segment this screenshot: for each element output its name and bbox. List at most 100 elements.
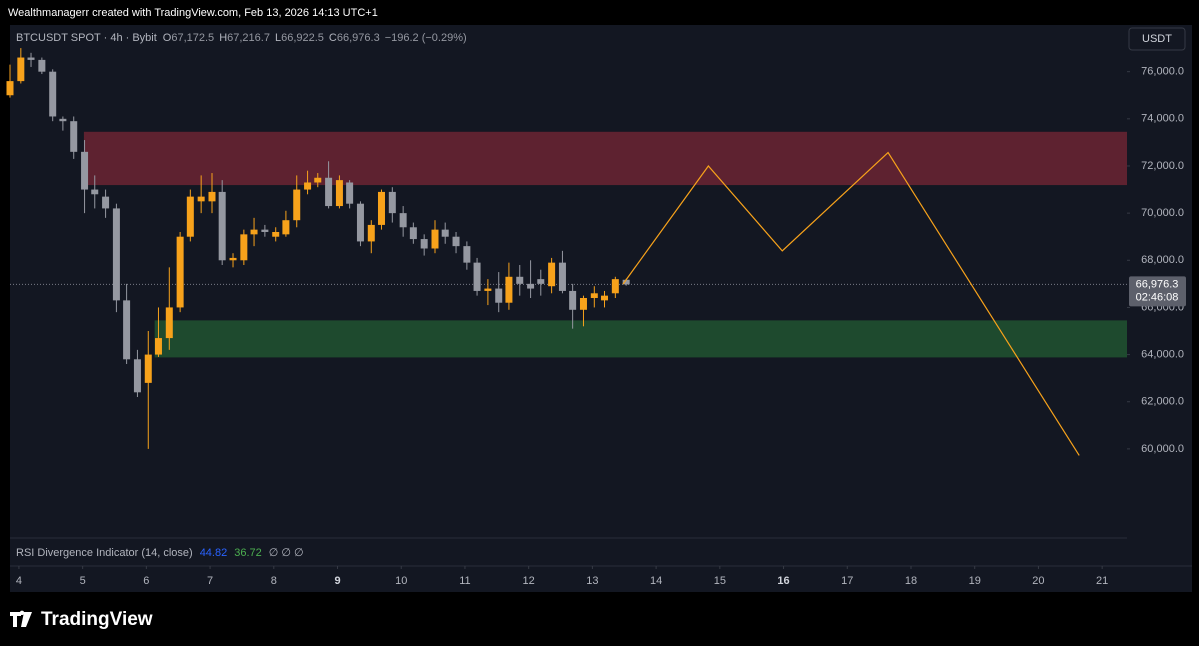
ohlc-key: O [163, 32, 172, 44]
candle-body [579, 298, 587, 310]
x-tick-label: 16 [777, 575, 789, 587]
indicator-legend: RSI Divergence Indicator (14, close) 44.8… [16, 547, 304, 559]
logo-mark [10, 610, 32, 627]
indicator-extras: ∅ ∅ ∅ [269, 547, 304, 559]
candle-body [590, 293, 598, 299]
candle-body [388, 191, 396, 214]
candle-body [197, 196, 205, 202]
candle-body [377, 191, 385, 225]
currency[interactable]: USDT [1142, 33, 1172, 45]
x-tick-label: 14 [650, 575, 662, 587]
x-tick-label: 8 [271, 575, 277, 587]
candle-body [133, 359, 141, 393]
candle-body [527, 283, 535, 289]
y-tick-label: 64,000.0 [1141, 348, 1184, 360]
x-tick-label: 15 [714, 575, 726, 587]
candle-body [6, 81, 14, 96]
indicator-name: RSI Divergence Indicator (14, close) [16, 547, 193, 559]
x-tick-label: 6 [143, 575, 149, 587]
candle-body [611, 279, 619, 294]
candle-body [208, 191, 216, 202]
candle-body [81, 151, 89, 190]
x-tick-label: 19 [969, 575, 981, 587]
currency-button[interactable] [1128, 27, 1186, 51]
candle-body [505, 276, 513, 303]
candle-body [441, 229, 449, 237]
zone [83, 131, 1127, 186]
candle-body [261, 229, 269, 232]
candle-body [59, 118, 67, 122]
candle-body [463, 246, 471, 263]
candle-body [218, 191, 226, 261]
candle-body [282, 220, 290, 235]
candle-body [367, 224, 375, 242]
x-tick-label: 5 [80, 575, 86, 587]
candle-body [431, 229, 439, 249]
candle-body [548, 262, 556, 287]
candle-body [409, 227, 417, 240]
candle-body [91, 189, 99, 195]
y-tick-label: 62,000.0 [1141, 396, 1184, 408]
header: Wealthmanagerr created with TradingView.… [8, 7, 378, 19]
candle-body [250, 229, 258, 235]
ohlc-value: 66,976.3 [337, 32, 380, 44]
ohlc-key: H [219, 32, 227, 44]
candle-body [516, 276, 524, 284]
y-tick-label: 72,000.0 [1141, 160, 1184, 172]
candle-body [346, 182, 354, 204]
candle-body [38, 59, 46, 72]
chart-pane [10, 25, 1192, 592]
candle-body [102, 196, 110, 209]
y-tick-label: 60,000.0 [1141, 443, 1184, 455]
y-tick-label: 76,000.0 [1141, 66, 1184, 78]
candle-body [49, 71, 57, 117]
ohlc-value: 66,922.5 [281, 32, 324, 44]
ohlc-key: C [329, 32, 337, 44]
candle-body [495, 288, 503, 303]
x-tick-label: 20 [1032, 575, 1044, 587]
x-tick-label: 17 [841, 575, 853, 587]
candle-body [186, 196, 194, 237]
y-tick-label: 74,000.0 [1141, 113, 1184, 125]
x-tick-label: 13 [586, 575, 598, 587]
ohlc-value: 67,216.7 [227, 32, 270, 44]
candle-body [272, 231, 280, 237]
x-tick-label: 4 [16, 575, 22, 587]
symbol-legend: BTCUSDT SPOT · 4h · Bybit O67,172.5 H67,21… [16, 32, 467, 44]
indicator-value: 36.72 [234, 547, 262, 559]
candle-body [70, 121, 78, 152]
candle-body [144, 354, 152, 383]
candle-body [601, 295, 609, 301]
candle-body [240, 234, 248, 261]
indicator-value: 44.82 [200, 547, 228, 559]
candle-body [165, 307, 173, 339]
logo: TradingView [41, 609, 153, 630]
candle-body [229, 257, 237, 261]
candle-body [452, 236, 460, 247]
candle-body [335, 180, 343, 207]
symbol: BTCUSDT SPOT · 4h · Bybit [16, 32, 157, 44]
zone [154, 320, 1128, 358]
x-tick-label: 12 [523, 575, 535, 587]
ohlc-key: L [275, 32, 281, 44]
y-tick-label: 68,000.0 [1141, 254, 1184, 266]
x-tick-label: 21 [1096, 575, 1108, 587]
candle-body [314, 177, 322, 183]
candle-body [399, 213, 407, 228]
candle-body [356, 203, 364, 242]
candle-body [123, 300, 131, 360]
candle-body [473, 262, 481, 291]
change: −196.2 (−0.29%) [385, 32, 467, 44]
candle-body [325, 177, 333, 207]
x-tick-label: 10 [395, 575, 407, 587]
countdown: 02:46:08 [1136, 291, 1179, 303]
candle-body [27, 57, 35, 60]
candle-body [420, 239, 428, 249]
x-tick-label: 7 [207, 575, 213, 587]
candle-body [293, 189, 301, 221]
candle-body [558, 262, 566, 291]
x-tick-label: 11 [459, 575, 470, 587]
candle-body [112, 208, 120, 301]
candle-body [622, 279, 630, 285]
